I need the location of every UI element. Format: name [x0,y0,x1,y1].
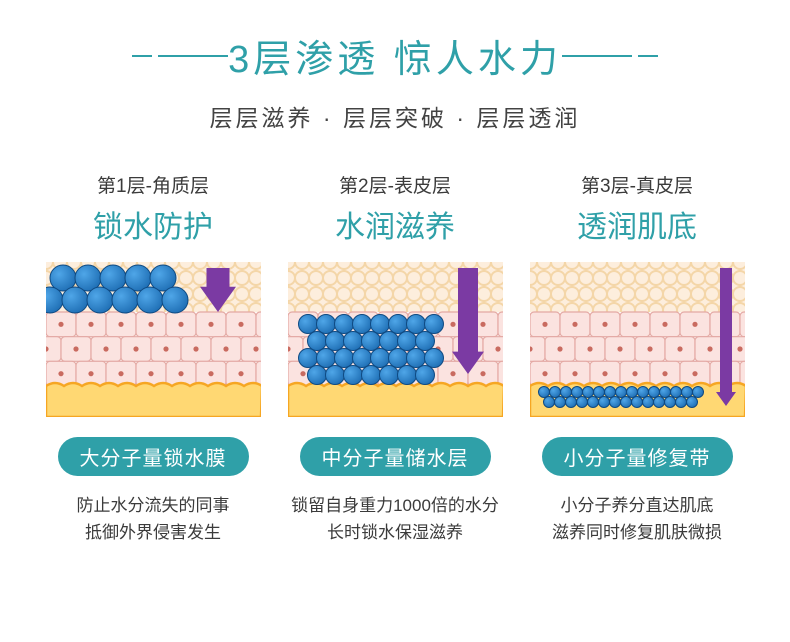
molecule-pill: 中分子量储水层 [300,437,491,476]
description: 小分子养分直达肌底 滋养同时修复肌肤微损 [552,492,722,546]
columns: 第1层-角质层 锁水防护 大分子量锁水膜 防止水分流失的同事 抵御外界侵害发生 … [0,171,790,546]
subtitle: 层层滋养 · 层层突破 · 层层透润 [0,99,790,133]
molecule-pill: 大分子量锁水膜 [58,437,249,476]
title-line-left [158,55,228,57]
description: 锁留自身重力1000倍的水分 长时锁水保湿滋养 [291,492,499,546]
layer-label: 第2层-表皮层 [339,171,451,198]
main-title: 3层渗透 惊人水力 [228,28,562,83]
description: 防止水分流失的同事 抵御外界侵害发生 [77,492,230,546]
column-3: 第3层-真皮层 透润肌底 小分子量修复带 小分子养分直达肌底 滋养同时修复肌肤微… [528,171,746,546]
header: 3层渗透 惊人水力 层层滋养 · 层层突破 · 层层透润 [0,0,790,133]
title-line-right [562,55,632,57]
layer-label: 第1层-角质层 [97,171,209,198]
benefit-title: 锁水防护 [93,202,213,246]
skin-diagram [46,262,261,417]
benefit-title: 水润滋养 [335,202,455,246]
layer-label: 第3层-真皮层 [581,171,693,198]
main-title-row: 3层渗透 惊人水力 [0,28,790,83]
column-2: 第2层-表皮层 水润滋养 中分子量储水层 锁留自身重力1000倍的水分 长时锁水… [286,171,504,546]
skin-diagram [530,262,745,417]
column-1: 第1层-角质层 锁水防护 大分子量锁水膜 防止水分流失的同事 抵御外界侵害发生 [44,171,262,546]
molecule-pill: 小分子量修复带 [542,437,733,476]
benefit-title: 透润肌底 [577,202,697,246]
skin-diagram [288,262,503,417]
